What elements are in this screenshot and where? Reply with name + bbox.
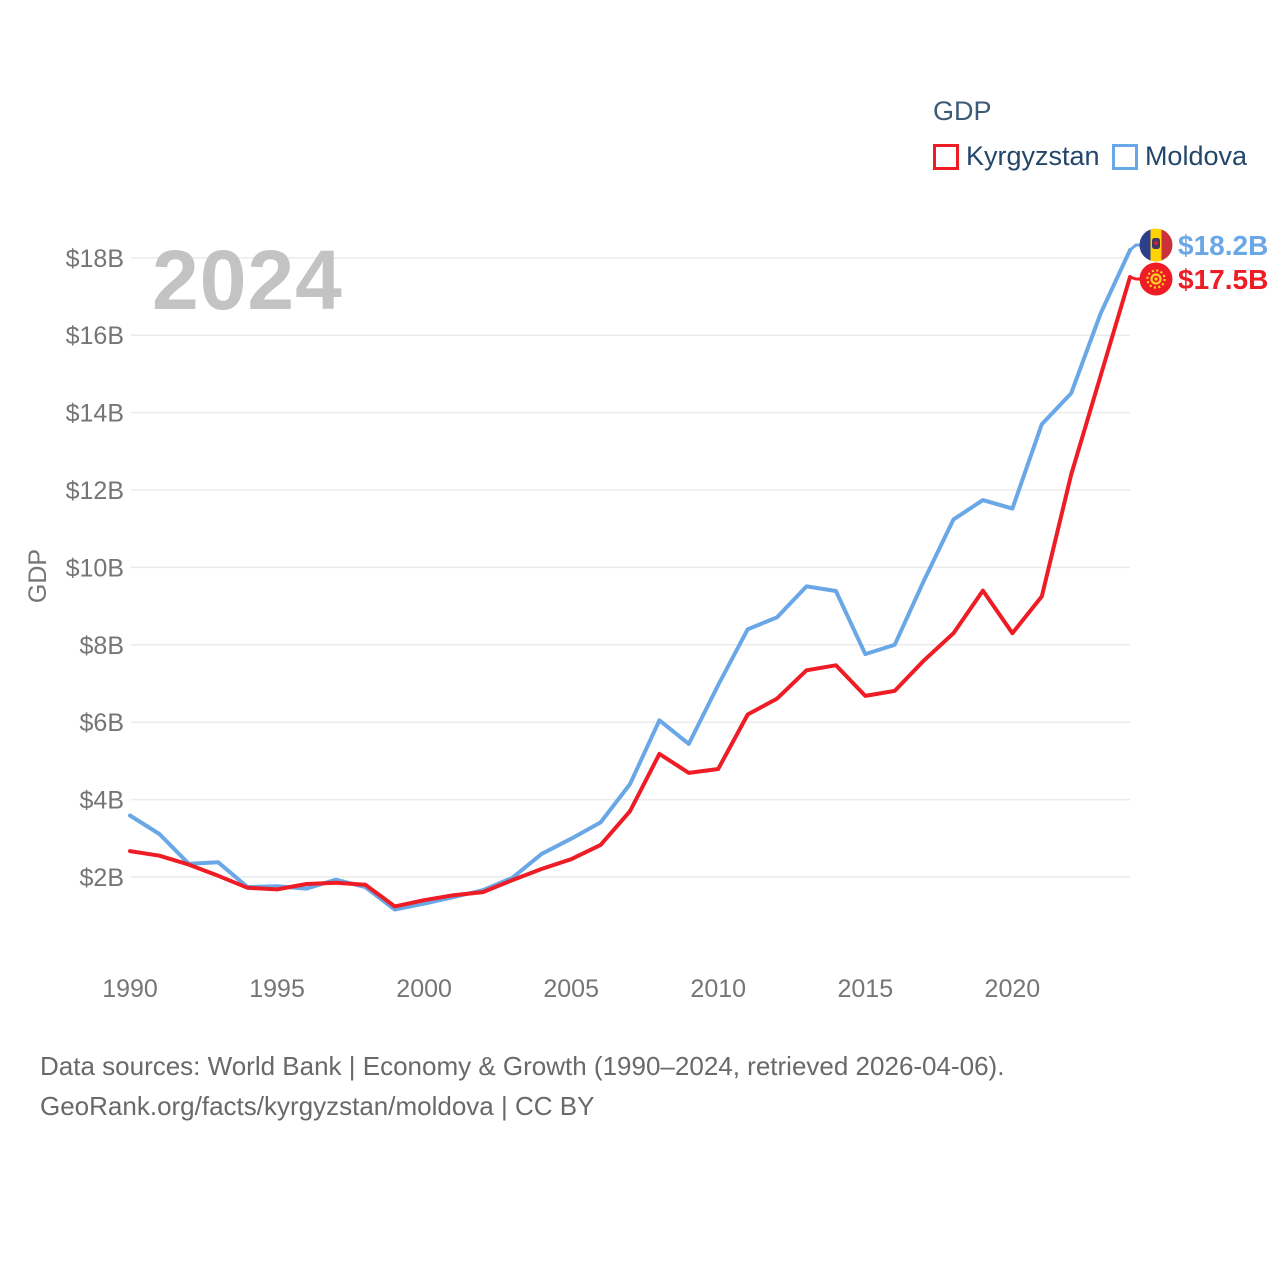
data-sources-line: Data sources: World Bank | Economy & Gro… [40, 1051, 1005, 1081]
kyrgyzstan-series-swatch [933, 143, 959, 170]
moldova-end-marker: $18.2B [1129, 228, 1268, 262]
x-tick-label: 1990 [102, 975, 158, 1003]
y-axis-title: GDP [24, 549, 52, 603]
legend-item-moldova[interactable]: Moldova [1111, 141, 1247, 172]
source-url-line: GeoRank.org/facts/kyrgyzstan/moldova | C… [40, 1091, 595, 1121]
series-lines [128, 248, 1132, 912]
y-tick-label: $10B [66, 554, 124, 582]
legend-item-kyrgyzstan[interactable]: Kyrgyzstan [933, 141, 1100, 172]
x-tick-label: 2020 [985, 975, 1041, 1003]
kyrgyzstan-end-connector [1129, 275, 1140, 281]
y-axis-labels: $2B $4B $6B $8B $10B $12B $14B $16B $18B [66, 245, 124, 892]
kyrgyzstan-flag-icon [1139, 262, 1173, 296]
attribution-footer: Data sources: World Bank | Economy & Gro… [40, 1046, 1004, 1126]
legend-items: Kyrgyzstan Moldova [933, 141, 1247, 172]
legend-item-label: Kyrgyzstan [966, 141, 1100, 171]
moldova-flag-icon [1139, 228, 1173, 262]
x-tick-label: 2015 [837, 975, 893, 1003]
kyrgyzstan-end-value: $17.5B [1178, 264, 1268, 295]
y-tick-label: $14B [66, 400, 124, 428]
kyrgyzstan-line[interactable] [128, 275, 1132, 909]
y-tick-label: $4B [80, 787, 124, 815]
x-tick-label: 2000 [396, 975, 452, 1003]
x-tick-label: 2010 [690, 975, 746, 1003]
y-tick-label: $12B [66, 477, 124, 505]
year-watermark: 2024 [152, 233, 343, 327]
x-axis-labels: 1990 1995 2000 2005 2010 2015 2020 [102, 975, 1040, 1003]
x-tick-label: 1995 [249, 975, 305, 1003]
y-tick-label: $18B [66, 245, 124, 273]
moldova-end-connector [1129, 243, 1140, 252]
x-tick-label: 2005 [543, 975, 599, 1003]
legend-item-label: Moldova [1144, 141, 1247, 171]
y-tick-label: $6B [80, 709, 124, 737]
y-tick-label: $8B [80, 632, 124, 660]
kyrgyzstan-end-marker: $17.5B [1129, 262, 1268, 296]
gridlines [131, 257, 1130, 878]
legend-title: GDP [933, 96, 992, 126]
y-tick-label: $16B [66, 322, 124, 350]
moldova-series-swatch [1111, 143, 1138, 170]
y-tick-label: $2B [80, 864, 124, 892]
chart-legend: GDP Kyrgyzstan Moldova [933, 96, 1247, 172]
moldova-end-value: $18.2B [1178, 230, 1268, 261]
